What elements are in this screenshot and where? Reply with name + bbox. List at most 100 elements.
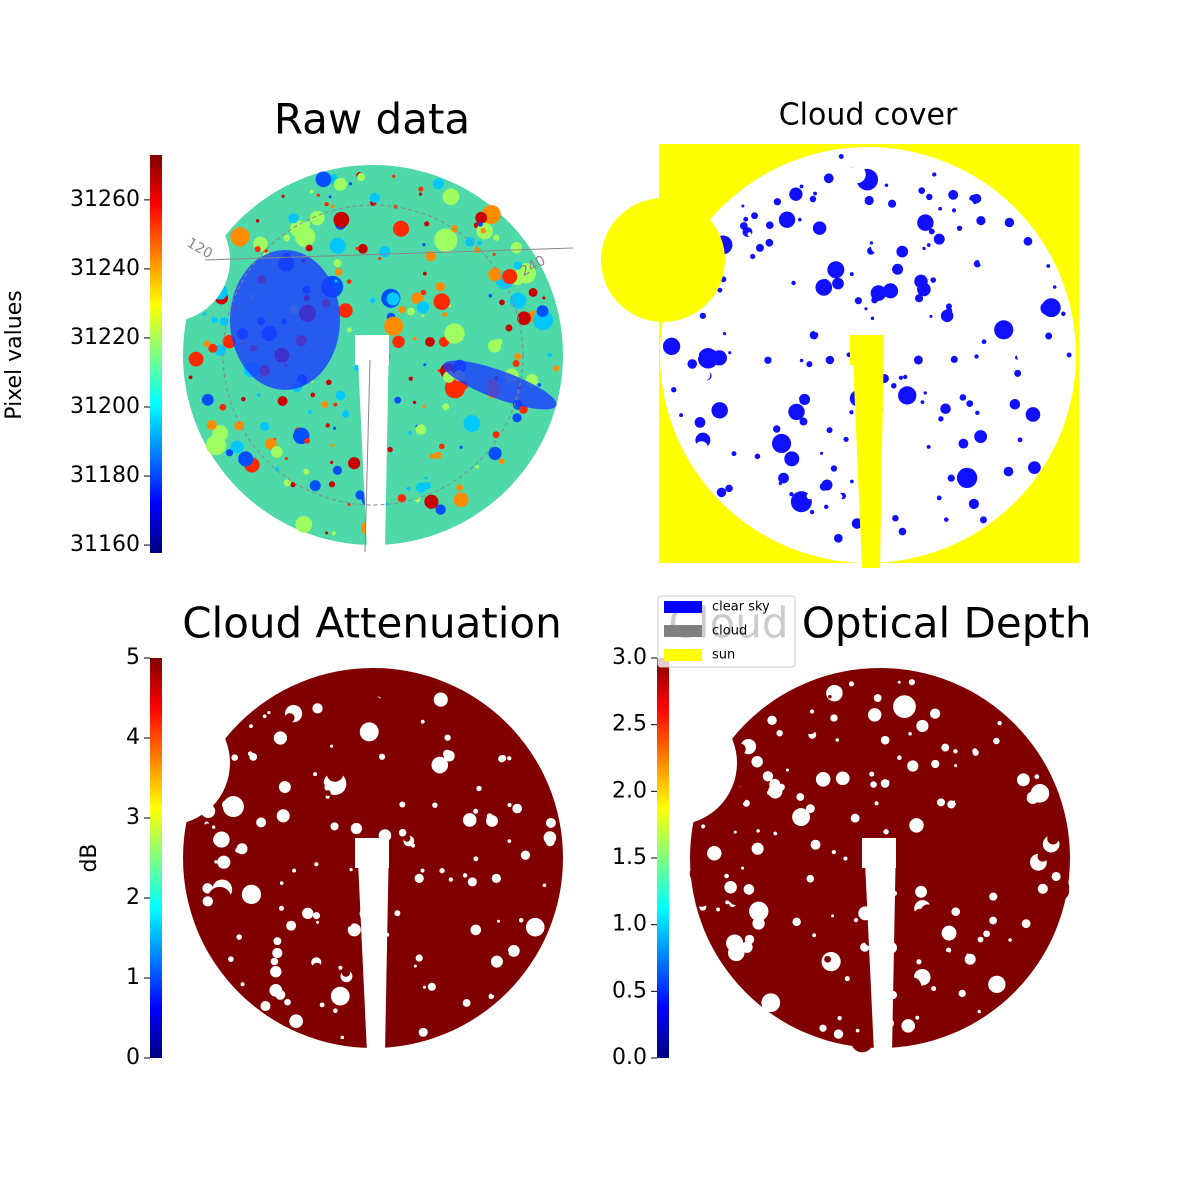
sky-blob xyxy=(762,771,774,782)
colorbar-tick-label: 31180 xyxy=(70,463,140,488)
sky-blob xyxy=(791,280,796,286)
sky-blob xyxy=(397,494,407,503)
sky-blob xyxy=(688,349,700,361)
sky-blob xyxy=(932,172,937,177)
sky-blob xyxy=(420,289,427,296)
sky-blob xyxy=(414,891,418,896)
sky-blob xyxy=(249,753,258,761)
sky-blob xyxy=(751,842,764,855)
sky-blob xyxy=(826,879,843,896)
sky-blob xyxy=(835,529,841,536)
sky-blob xyxy=(325,884,330,889)
sky-blob xyxy=(274,466,280,472)
sky-blob xyxy=(492,431,500,439)
sky-blob xyxy=(699,312,706,319)
sky-blob xyxy=(452,726,458,732)
sky-blob xyxy=(260,422,270,432)
sky-blob xyxy=(783,806,794,818)
sky-blob xyxy=(350,822,363,835)
sky-blob xyxy=(510,241,523,254)
sky-blob xyxy=(418,1027,428,1037)
sky-blob xyxy=(819,477,823,481)
sky-blob xyxy=(844,900,852,909)
sky-blob xyxy=(812,933,817,938)
sky-blob xyxy=(809,330,819,340)
sky-blob xyxy=(711,402,728,419)
legend-swatch xyxy=(664,601,702,613)
sky-blob xyxy=(228,956,234,963)
sky-blob xyxy=(270,966,282,978)
sky-blob xyxy=(416,301,430,314)
panel-title: Cloud cover xyxy=(779,98,958,133)
sky-blob xyxy=(289,1014,303,1029)
sky-blob xyxy=(347,923,361,937)
sky-blob xyxy=(280,839,289,848)
sky-blob xyxy=(513,261,523,270)
sky-blob xyxy=(827,261,845,279)
sky-blob xyxy=(1034,774,1040,780)
sky-blob xyxy=(233,923,255,945)
sky-blob xyxy=(755,243,764,252)
sky-blob xyxy=(813,191,818,196)
sky-blob xyxy=(470,924,482,936)
sky-blob xyxy=(948,960,957,968)
sky-blob xyxy=(413,964,417,968)
sky-blob xyxy=(411,292,424,305)
sky-blob xyxy=(743,884,755,895)
sky-blob xyxy=(777,783,785,791)
sky-blob xyxy=(892,263,904,275)
sky-blob xyxy=(831,850,836,855)
sky-blob xyxy=(997,720,1002,726)
sky-blob xyxy=(1023,236,1033,246)
sky-blob xyxy=(928,228,935,235)
sky-blob xyxy=(533,868,542,877)
sky-blob xyxy=(743,773,750,779)
sky-blob xyxy=(853,918,859,923)
sky-blob xyxy=(894,745,901,752)
sky-blob xyxy=(750,253,756,260)
sky-blob xyxy=(335,390,346,401)
colorbar-tick-label: 2.5 xyxy=(612,712,647,737)
sky-blob xyxy=(416,482,427,493)
sky-blob xyxy=(387,446,393,453)
sky-blob xyxy=(326,379,332,386)
sky-blob xyxy=(838,153,844,159)
sky-blob xyxy=(964,953,976,965)
sky-blob xyxy=(790,491,812,513)
sky-blob xyxy=(947,474,955,482)
sky-blob xyxy=(1007,785,1028,806)
sky-blob xyxy=(545,817,556,828)
sky-blob xyxy=(818,491,824,496)
sky-blob xyxy=(851,518,863,529)
sky-blob xyxy=(870,781,877,788)
sky-blob xyxy=(727,785,747,806)
sky-blob xyxy=(442,907,457,922)
sky-blob xyxy=(528,288,538,297)
sky-blob xyxy=(277,396,288,407)
sky-blob xyxy=(957,495,972,510)
sky-blob xyxy=(208,343,218,353)
sky-blob xyxy=(1066,352,1072,358)
sky-blob xyxy=(864,307,868,311)
sky-blob xyxy=(891,383,897,389)
sky-blob xyxy=(916,230,920,235)
sky-blob xyxy=(250,857,255,862)
sky-blob xyxy=(977,1009,981,1014)
sky-blob xyxy=(952,178,959,185)
sky-blob xyxy=(406,486,411,491)
sky-blob xyxy=(1026,900,1032,907)
sky-blob xyxy=(492,252,496,256)
sky-blob xyxy=(392,174,396,178)
sky-blob xyxy=(331,743,355,767)
sky-blob xyxy=(349,867,353,872)
sky-blob xyxy=(336,996,340,1000)
sky-blob xyxy=(386,292,400,306)
sky-blob xyxy=(498,458,505,465)
sky-blob xyxy=(1003,466,1014,477)
azimuth-line xyxy=(204,247,574,261)
sky-blob xyxy=(919,793,930,804)
sky-blob xyxy=(769,337,783,350)
sky-blob xyxy=(916,719,929,733)
sky-blob xyxy=(910,315,920,326)
sky-blob xyxy=(314,821,321,827)
